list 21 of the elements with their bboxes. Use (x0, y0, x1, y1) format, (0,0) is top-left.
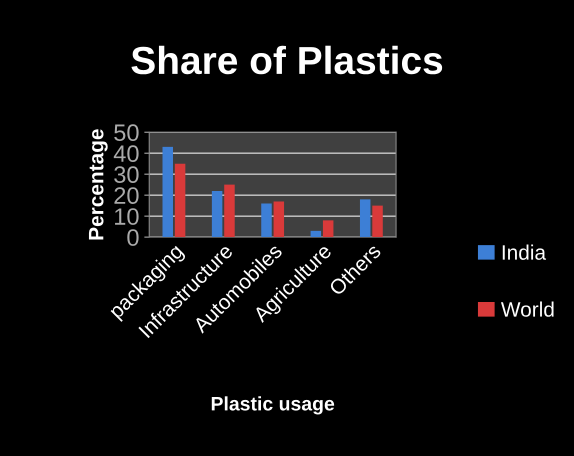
bar (224, 184, 235, 238)
y-tick-label: 40 (114, 145, 139, 162)
bar (274, 201, 284, 238)
bar (261, 204, 272, 238)
y-axis-title: Percentage (88, 129, 108, 240)
y-tick-label: 10 (115, 208, 139, 225)
y-tick-label: 30 (114, 166, 139, 183)
y-tick-label: 20 (114, 187, 139, 204)
y-tick-label: 50 (114, 124, 139, 142)
legend-label: India (502, 244, 546, 260)
bar (360, 199, 370, 238)
bar (212, 190, 222, 238)
bar (310, 230, 322, 238)
chart-title: Share of Plastics (131, 46, 442, 74)
bar (174, 164, 186, 238)
y-tick-label: 0 (127, 229, 139, 246)
bar (322, 220, 334, 238)
x-axis-title: Plastic usage (212, 396, 334, 415)
bar (372, 206, 383, 238)
bar (162, 146, 173, 238)
legend-label: World (500, 301, 554, 317)
